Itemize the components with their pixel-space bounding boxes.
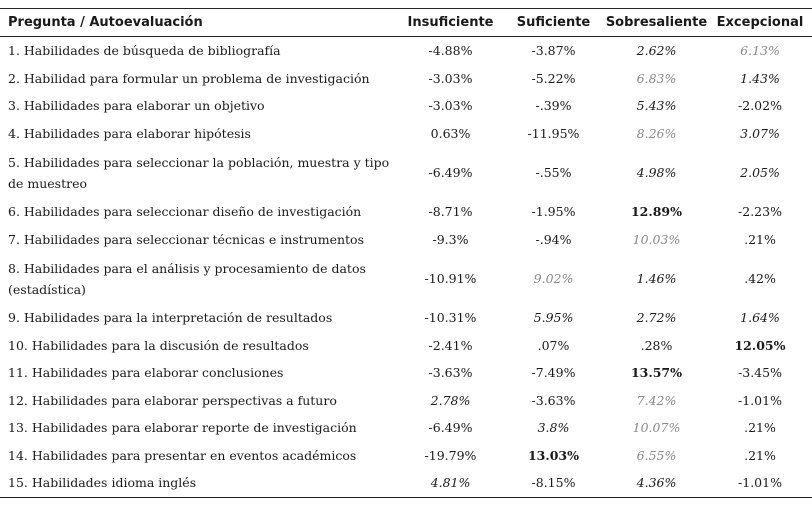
header-insuficiente: Insuficiente: [399, 8, 502, 37]
insuficiente-value-cell: -9.3%: [432, 231, 469, 247]
excepcional-value-cell: -1.01%: [708, 469, 812, 498]
question-cell: 14. Habilidades para presentar en evento…: [8, 447, 357, 463]
excepcional-value-cell: 2.05%: [740, 165, 780, 180]
question-cell: 5. Habilidades para seleccionar la pobla…: [8, 154, 390, 191]
insuficiente-value-cell: -6.49%: [428, 165, 473, 180]
sobresaliente-value-cell: 10.07%: [632, 420, 681, 436]
sobresaliente-value-cell: 10.03%: [632, 231, 681, 247]
table-row: 7. Habilidades para seleccionar técnicas…: [0, 226, 812, 254]
insuficiente-value-cell: -4.88%: [428, 43, 473, 59]
excepcional-value-cell: .42%: [744, 271, 776, 286]
suficiente-value-cell: 13.03%: [527, 447, 580, 463]
question-cell: 3. Habilidades para elaborar un objetivo: [8, 98, 265, 114]
table-row: 5. Habilidades para seleccionar la pobla…: [0, 147, 812, 198]
suficiente-value-cell: -3.63%: [531, 392, 576, 408]
insuficiente-value-cell: -6.49%: [428, 420, 473, 436]
suficiente-value-cell: -11.95%: [527, 125, 580, 141]
suficiente-value-cell: -3.87%: [531, 43, 576, 59]
table-row: 3. Habilidades para elaborar un objetivo…: [0, 92, 812, 120]
insuficiente-value-cell: 4.81%: [399, 469, 502, 498]
header-excepcional: Excepcional: [708, 8, 812, 37]
excepcional-value-cell: 6.13%: [740, 43, 780, 59]
excepcional-value-cell: -2.23%: [738, 204, 782, 220]
sobresaliente-value-cell: 4.98%: [636, 165, 677, 180]
insuficiente-value-cell: 0.63%: [430, 125, 471, 141]
sobresaliente-value-cell: 13.57%: [630, 365, 683, 381]
suficiente-value-cell: -8.15%: [502, 469, 605, 498]
insuficiente-value-cell: -3.03%: [428, 70, 473, 86]
suficiente-value-cell: -1.95%: [531, 204, 576, 220]
question-cell: 11. Habilidades para elaborar conclusion…: [8, 365, 284, 381]
sobresaliente-value-cell: 5.43%: [636, 98, 677, 114]
insuficiente-value-cell: -3.03%: [428, 98, 473, 114]
suficiente-value-cell: 5.95%: [533, 310, 574, 326]
results-table: Pregunta / Autoevaluación Insuficiente S…: [0, 8, 812, 498]
excepcional-value-cell: .21%: [744, 420, 776, 436]
excepcional-value-cell: .21%: [744, 447, 776, 463]
suficiente-value-cell: 3.8%: [537, 420, 570, 436]
question-cell: 1. Habilidades de búsqueda de bibliograf…: [8, 43, 281, 59]
excepcional-value-cell: 1.64%: [740, 310, 780, 326]
sobresaliente-value-cell: 12.89%: [630, 204, 683, 220]
table-row: 11. Habilidades para elaborar conclusion…: [0, 359, 812, 387]
question-cell: 13. Habilidades para elaborar reporte de…: [8, 420, 357, 436]
sobresaliente-value-cell: 7.42%: [636, 392, 677, 408]
excepcional-value-cell: -1.01%: [738, 392, 782, 408]
excepcional-value-cell: 3.07%: [740, 125, 780, 141]
table-row: 1. Habilidades de búsqueda de bibliograf…: [0, 37, 812, 65]
sobresaliente-value-cell: 6.83%: [636, 70, 677, 86]
question-cell: 9. Habilidades para la interpretación de…: [8, 310, 333, 326]
suficiente-value-cell: -.39%: [535, 98, 572, 114]
question-cell: 8. Habilidades para el análisis y proces…: [8, 260, 366, 297]
sobresaliente-value-cell: .28%: [640, 337, 673, 353]
table-row: 12. Habilidades para elaborar perspectiv…: [0, 387, 812, 415]
suficiente-value-cell: -5.22%: [531, 70, 576, 86]
insuficiente-value-cell: -8.71%: [428, 204, 473, 220]
suficiente-value-cell: 9.02%: [533, 271, 574, 286]
header-question: Pregunta / Autoevaluación: [0, 8, 399, 37]
insuficiente-value-cell: 2.78%: [430, 392, 471, 408]
question-cell: 10. Habilidades para la discusión de res…: [8, 337, 309, 353]
table-row: 9. Habilidades para la interpretación de…: [0, 304, 812, 332]
header-sobresaliente: Sobresaliente: [605, 8, 708, 37]
question-cell: 7. Habilidades para seleccionar técnicas…: [8, 231, 364, 247]
sobresaliente-value-cell: 6.55%: [636, 447, 677, 463]
suficiente-value-cell: -.55%: [535, 165, 572, 180]
table-row: 6. Habilidades para seleccionar diseño d…: [0, 198, 812, 226]
sobresaliente-value-cell: 4.36%: [605, 469, 708, 498]
sobresaliente-value-cell: 1.46%: [636, 271, 677, 286]
excepcional-value-cell: 12.05%: [734, 337, 786, 353]
question-cell: 6. Habilidades para seleccionar diseño d…: [8, 204, 362, 220]
insuficiente-value-cell: -3.63%: [428, 365, 473, 381]
table-body: 1. Habilidades de búsqueda de bibliograf…: [0, 37, 812, 498]
excepcional-value-cell: -3.45%: [738, 365, 782, 381]
table-row: 2. Habilidad para formular un problema d…: [0, 65, 812, 93]
table-header: Pregunta / Autoevaluación Insuficiente S…: [0, 8, 812, 37]
excepcional-value-cell: -2.02%: [738, 98, 782, 114]
table-row: 10. Habilidades para la discusión de res…: [0, 332, 812, 360]
suficiente-value-cell: -.94%: [535, 231, 572, 247]
insuficiente-value-cell: -10.31%: [424, 310, 477, 326]
table-row: 14. Habilidades para presentar en evento…: [0, 442, 812, 470]
suficiente-value-cell: -7.49%: [531, 365, 576, 381]
header-suficiente: Suficiente: [502, 8, 605, 37]
question-cell: 4. Habilidades para elaborar hipótesis: [8, 125, 251, 141]
question-cell: 12. Habilidades para elaborar perspectiv…: [8, 392, 337, 408]
sobresaliente-value-cell: 2.72%: [636, 310, 677, 326]
insuficiente-value-cell: -2.41%: [428, 337, 473, 353]
insuficiente-value-cell: -10.91%: [424, 271, 477, 286]
excepcional-value-cell: .21%: [744, 231, 776, 247]
sobresaliente-value-cell: 8.26%: [636, 125, 677, 141]
question-cell: 15. Habilidades idioma inglés: [0, 469, 399, 498]
table-row: 4. Habilidades para elaborar hipótesis 0.…: [0, 120, 812, 148]
suficiente-value-cell: .07%: [537, 337, 570, 353]
insuficiente-value-cell: -19.79%: [424, 447, 477, 463]
table-row: 8. Habilidades para el análisis y proces…: [0, 253, 812, 304]
excepcional-value-cell: 1.43%: [740, 70, 780, 86]
table-row: 13. Habilidades para elaborar reporte de…: [0, 414, 812, 442]
sobresaliente-value-cell: 2.62%: [636, 43, 677, 59]
table-row: 15. Habilidades idioma inglés 4.81% -8.15%…: [0, 469, 812, 498]
question-cell: 2. Habilidad para formular un problema d…: [8, 70, 370, 86]
header-row: Pregunta / Autoevaluación Insuficiente S…: [0, 8, 812, 37]
